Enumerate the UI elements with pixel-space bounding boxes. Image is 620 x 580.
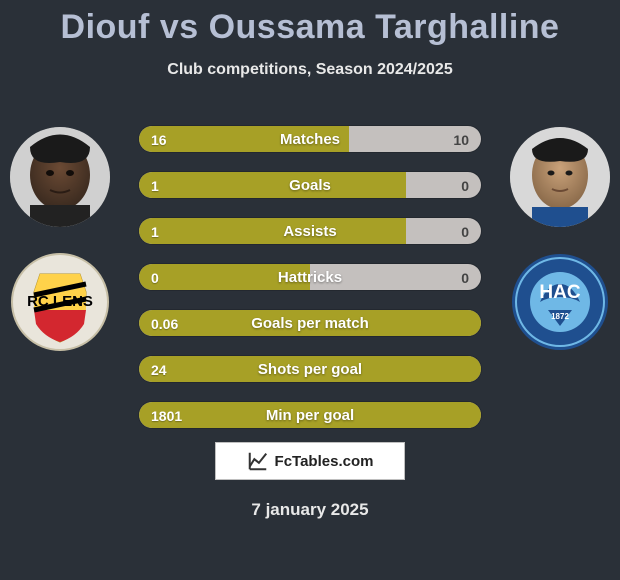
svg-text:1872: 1872 [551,312,569,321]
site-logo: FcTables.com [215,442,405,480]
stat-label: Shots per goal [139,356,481,383]
player-right-avatar [510,127,610,227]
stat-label: Matches [139,126,481,153]
stat-label: Goals [139,172,481,199]
stat-row: 10Goals [138,171,482,199]
stat-label: Min per goal [139,402,481,429]
club-right-crest: HAC 1872 [510,252,610,352]
svg-text:HAC: HAC [539,282,580,303]
stat-row: 1610Matches [138,125,482,153]
stat-label: Hattricks [139,264,481,291]
stats-bar-list: 1610Matches 10Goals 10Assists 00Hattricks 0.… [138,125,482,447]
stat-row: 00Hattricks [138,263,482,291]
player-left-avatar [10,127,110,227]
stat-label: Assists [139,218,481,245]
stat-row: 0.06Goals per match [138,309,482,337]
subtitle: Club competitions, Season 2024/2025 [0,61,620,79]
stat-row: 1801Min per goal [138,401,482,429]
site-logo-text: FcTables.com [275,453,374,470]
stat-row: 10Assists [138,217,482,245]
club-left-crest: RC LENS [10,252,110,352]
stat-row: 24Shots per goal [138,355,482,383]
chart-icon [247,450,269,472]
page-title: Diouf vs Oussama Targhalline [0,0,620,47]
date-text: 7 january 2025 [0,500,620,520]
stat-label: Goals per match [139,310,481,337]
svg-text:RC LENS: RC LENS [27,293,93,310]
